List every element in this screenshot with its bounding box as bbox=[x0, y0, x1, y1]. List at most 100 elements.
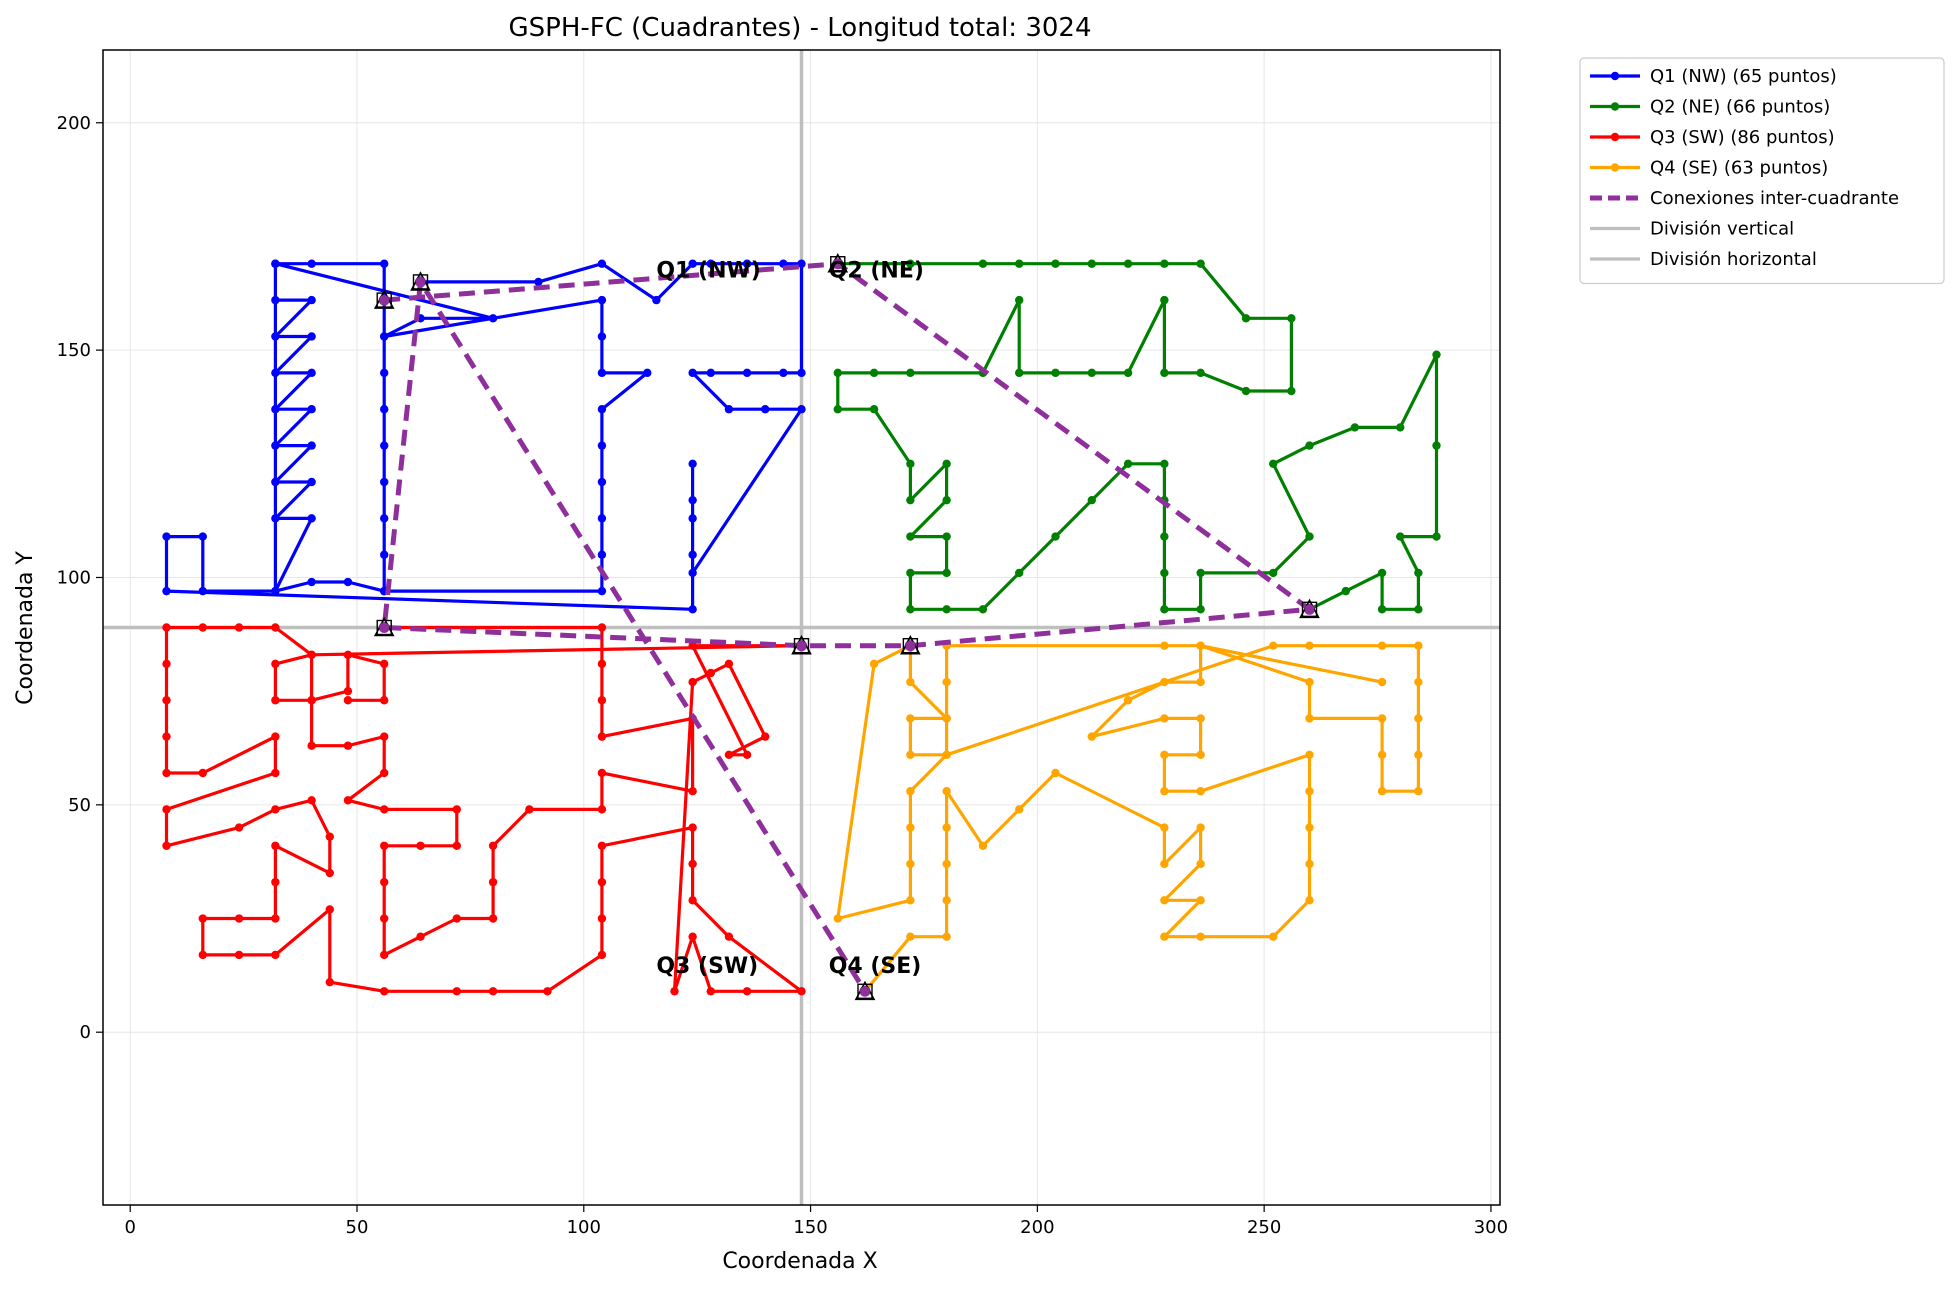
route-point bbox=[1160, 787, 1169, 796]
route-point bbox=[543, 987, 552, 996]
route-point bbox=[271, 732, 280, 741]
route-point bbox=[869, 659, 879, 669]
legend-swatch-marker bbox=[1610, 102, 1620, 111]
route-point bbox=[779, 368, 788, 378]
route-point bbox=[1087, 259, 1096, 268]
route-point bbox=[307, 368, 316, 378]
axis-ticks: 0 50 100 150 200 250 300 0 50 100 150 200 bbox=[57, 113, 1508, 1238]
route-point bbox=[761, 405, 770, 414]
plot-area-frame bbox=[102, 49, 1501, 1206]
legend-item: División horizontal bbox=[1590, 249, 1817, 270]
route-point bbox=[1305, 859, 1314, 869]
route-point bbox=[597, 514, 607, 523]
route-point bbox=[162, 623, 171, 632]
route-point bbox=[1414, 750, 1423, 760]
route-point bbox=[307, 514, 316, 523]
route-point bbox=[906, 459, 915, 468]
route-point bbox=[833, 405, 842, 414]
route-point bbox=[797, 405, 806, 414]
route-point bbox=[688, 514, 697, 523]
route-point bbox=[942, 750, 951, 760]
route-point bbox=[325, 868, 334, 878]
route-point bbox=[488, 877, 498, 887]
route-point bbox=[797, 987, 806, 996]
route-point bbox=[1414, 787, 1423, 796]
route-point bbox=[1196, 605, 1205, 614]
route-point bbox=[343, 741, 353, 750]
route-point bbox=[380, 477, 389, 487]
route-point bbox=[906, 750, 915, 760]
connection-marker-square bbox=[376, 292, 392, 308]
route-point bbox=[1196, 259, 1205, 268]
route-point bbox=[1269, 932, 1278, 941]
connection-marker-square bbox=[830, 256, 846, 272]
route-point bbox=[942, 896, 951, 905]
route-point bbox=[1160, 459, 1169, 468]
route-point bbox=[1414, 677, 1423, 687]
route-point bbox=[688, 896, 697, 905]
y-tick-label: 150 bbox=[57, 340, 91, 361]
route-point bbox=[1414, 714, 1423, 723]
route-point bbox=[271, 441, 280, 450]
route-point bbox=[1377, 714, 1387, 723]
route-point bbox=[380, 950, 389, 960]
route-point bbox=[724, 405, 734, 414]
route-point bbox=[906, 495, 915, 505]
route-point bbox=[597, 477, 607, 487]
route-point bbox=[906, 896, 915, 905]
route-point bbox=[688, 368, 697, 378]
legend-label: División vertical bbox=[1650, 219, 1794, 240]
series-layer bbox=[162, 259, 1441, 996]
route-point bbox=[452, 805, 461, 814]
route-point bbox=[1350, 423, 1360, 432]
route-point bbox=[380, 368, 389, 378]
route-point bbox=[380, 659, 389, 669]
route-line bbox=[836, 262, 1439, 611]
y-tick-label: 0 bbox=[80, 1022, 91, 1043]
route-point bbox=[416, 841, 425, 850]
route-point bbox=[1196, 859, 1205, 869]
route-point bbox=[1396, 423, 1405, 432]
route-point bbox=[162, 532, 171, 541]
route-point bbox=[380, 914, 389, 923]
route-point bbox=[1196, 368, 1205, 378]
route-point bbox=[1414, 605, 1423, 614]
connection-marker-square bbox=[1301, 601, 1318, 618]
route-point bbox=[1269, 568, 1278, 578]
route-point bbox=[1196, 750, 1205, 760]
route-point bbox=[688, 823, 697, 832]
route-point bbox=[1160, 932, 1169, 941]
route-point bbox=[380, 768, 389, 778]
route-point bbox=[271, 805, 280, 814]
route-point bbox=[942, 459, 951, 468]
route-point bbox=[325, 832, 334, 841]
route-point bbox=[742, 259, 752, 268]
route-point bbox=[978, 605, 988, 614]
legend-item: Q4 (SE) (63 puntos) bbox=[1590, 158, 1828, 179]
y-tick-label: 50 bbox=[68, 795, 91, 816]
route-point bbox=[1015, 295, 1024, 305]
route-point bbox=[869, 405, 879, 414]
route-point bbox=[307, 696, 316, 705]
route-point bbox=[416, 932, 425, 941]
route-point bbox=[1377, 641, 1387, 650]
route-point bbox=[1160, 532, 1169, 541]
route-point bbox=[869, 368, 879, 378]
route-point bbox=[1377, 787, 1387, 796]
legend-item: Q3 (SW) (86 puntos) bbox=[1590, 127, 1835, 148]
route-point bbox=[271, 696, 280, 705]
route-point bbox=[325, 977, 334, 987]
route-point bbox=[271, 295, 280, 305]
quadrant-label: Q4 (SE) bbox=[829, 954, 922, 979]
route-point bbox=[1432, 532, 1441, 541]
route-point bbox=[1160, 859, 1169, 869]
legend-label: Conexiones inter-cuadrante bbox=[1650, 188, 1899, 209]
route-point bbox=[307, 477, 316, 487]
route-point bbox=[906, 368, 915, 378]
route-point bbox=[724, 932, 734, 941]
route-point bbox=[271, 768, 280, 778]
route-point bbox=[906, 532, 915, 541]
route-point bbox=[452, 914, 461, 923]
legend: Q1 (NW) (65 puntos) Q2 (NE) (66 puntos) Q3… bbox=[1579, 57, 1945, 285]
